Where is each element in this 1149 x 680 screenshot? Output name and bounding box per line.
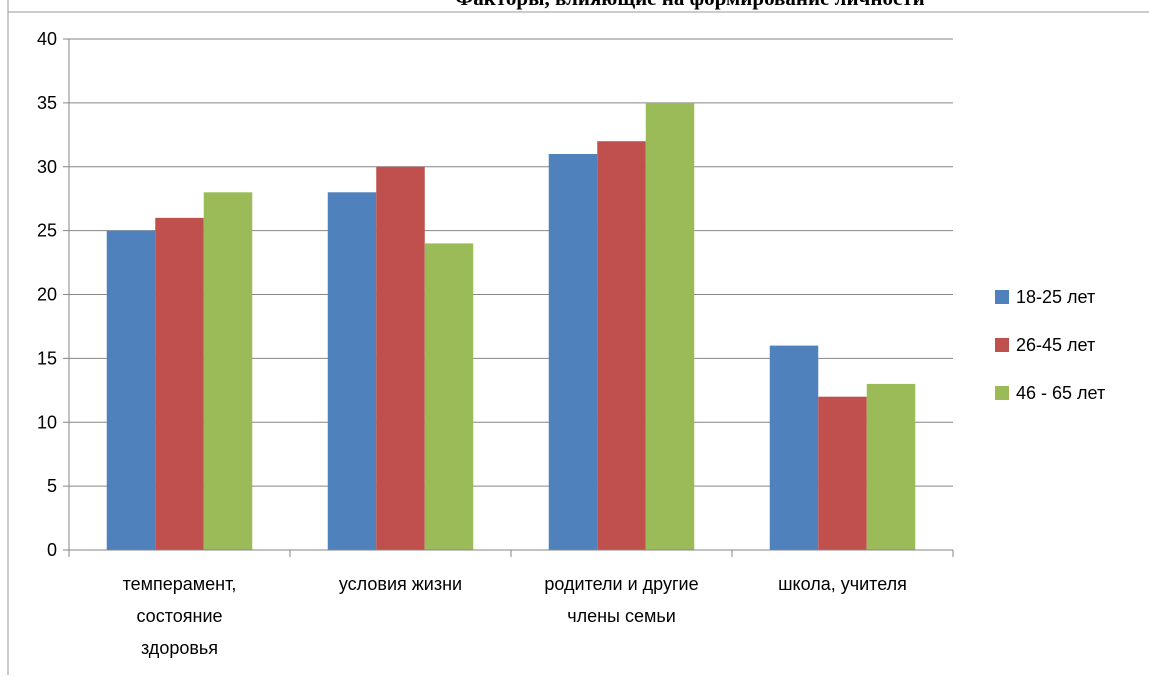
y-tick-label: 20 (37, 285, 57, 305)
y-tick-label: 5 (47, 476, 57, 496)
y-tick-label: 30 (37, 157, 57, 177)
legend-swatch (995, 290, 1009, 304)
bar (106, 230, 156, 550)
y-tick-label: 35 (37, 93, 57, 113)
bar (155, 217, 204, 550)
y-tick-label: 25 (37, 221, 57, 241)
bar (769, 345, 819, 550)
legend-label: 18-25 лет (1016, 287, 1095, 307)
y-tick-label: 10 (37, 412, 57, 432)
x-tick-label: условия жизни (339, 574, 462, 594)
bar (327, 192, 377, 551)
bar (866, 383, 916, 550)
legend-swatch (995, 338, 1009, 352)
legend-label: 46 - 65 лет (1016, 383, 1105, 403)
bar (424, 243, 474, 550)
axes: 0 5 10 15 20 25 30 35 40 темперамент, состояние здо… (37, 29, 954, 658)
bar (548, 153, 598, 550)
legend-label: 26-45 лет (1016, 335, 1095, 355)
x-tick-label: школа, учителя (778, 574, 907, 594)
bar (818, 396, 867, 550)
y-tick-label: 40 (37, 29, 57, 49)
y-tick-label: 15 (37, 348, 57, 368)
bars (106, 102, 916, 551)
x-tick-label: темперамент, состояние здоровья (123, 574, 237, 658)
bar (645, 102, 695, 550)
y-tick-label: 0 (47, 540, 57, 560)
x-tick-label: родители и другие члены семьи (544, 574, 698, 626)
chart-title: Факторы, влияющие на формирование личнос… (455, 0, 924, 10)
legend: 18-25 лет 26-45 лет 46 - 65 лет (995, 287, 1105, 403)
bar (376, 166, 425, 550)
bar (597, 141, 646, 550)
legend-swatch (995, 386, 1009, 400)
bar (203, 192, 253, 551)
